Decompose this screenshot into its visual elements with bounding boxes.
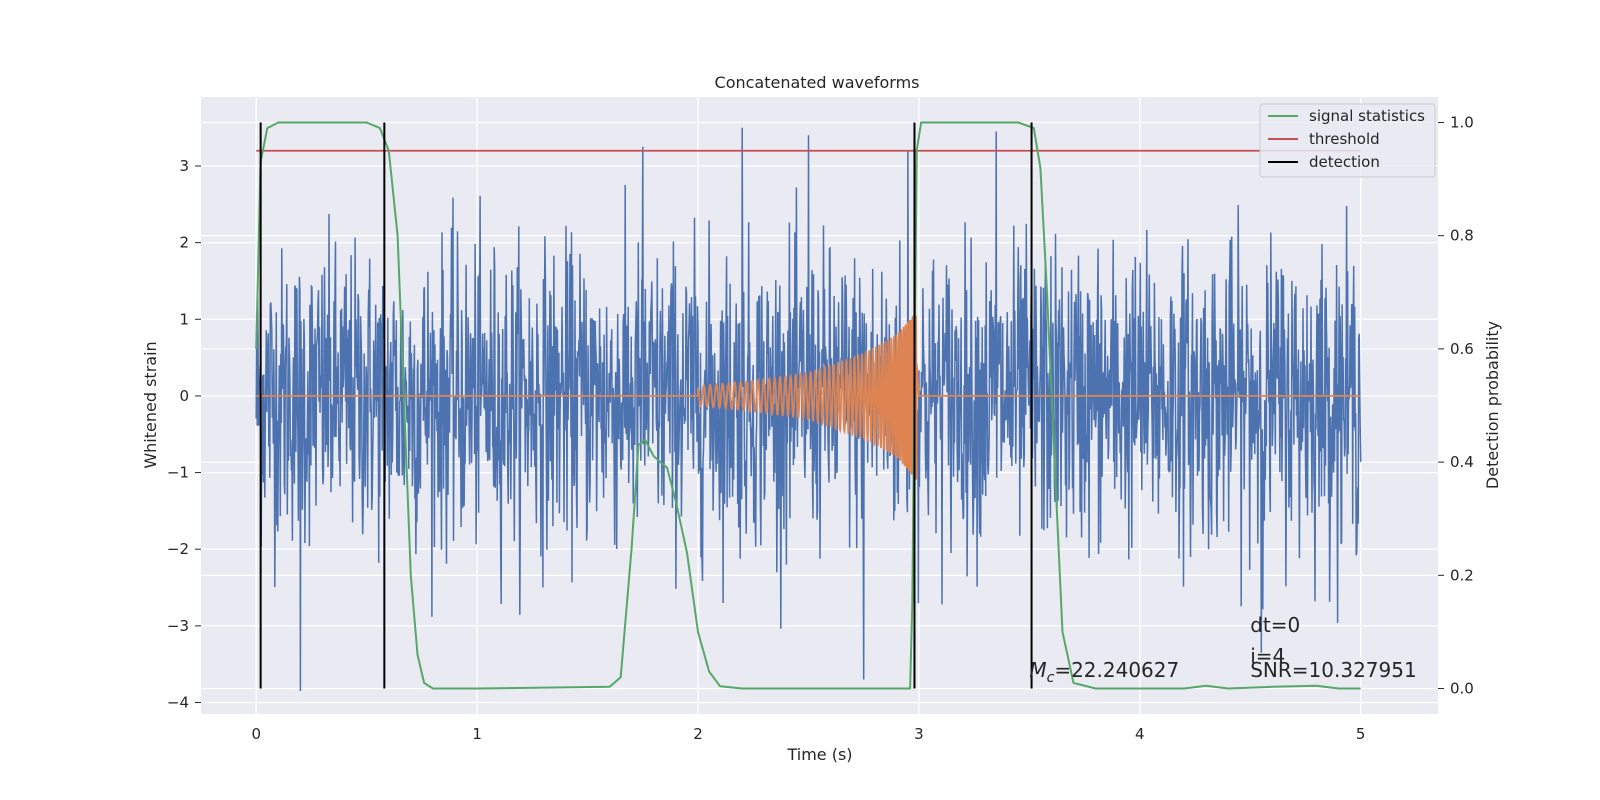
legend-box: [1259, 103, 1436, 178]
y-left-tick-label: 0: [179, 387, 189, 405]
y-left-tick-label: 3: [179, 157, 189, 175]
legend-label-signal-statistics: signal statistics: [1309, 107, 1425, 125]
plot-series: [255, 121, 1362, 692]
x-axis-label: Time (s): [786, 745, 852, 764]
y-left-tick-label: −4: [167, 694, 189, 712]
strain-series-line: [255, 127, 1362, 692]
y-left-tick-label: −1: [167, 464, 189, 482]
x-tick-label: 4: [1135, 725, 1145, 743]
y-left-tick-label: −2: [167, 540, 189, 558]
injected-waveform-line: [256, 314, 1361, 480]
y-axis-right-label: Detection probability: [1483, 321, 1502, 489]
x-tick-label: 0: [251, 725, 261, 743]
legend-label-threshold: threshold: [1309, 130, 1380, 148]
y-right-tick-label: 0.2: [1450, 566, 1474, 584]
annotation-text: Mc=22.240627: [1029, 658, 1179, 686]
detection-lines: [259, 122, 1033, 689]
y-left-tick-label: 2: [179, 234, 189, 252]
legend-label-detection: detection: [1309, 153, 1380, 171]
y-right-tick-label: 0.8: [1450, 227, 1474, 245]
x-tick-label: 1: [472, 725, 482, 743]
y-right-tick-label: 0.4: [1450, 453, 1474, 471]
signal-statistics-line: [255, 121, 1361, 690]
axis-ticks: 0 1 2 3 4 5 −4 −3 −2 −1 0 1 2 3 0.0 0.2 0.4 0.6 0.8 1.0: [167, 113, 1474, 743]
x-tick-label: 5: [1356, 725, 1366, 743]
y-right-tick-label: 0.6: [1450, 340, 1474, 358]
x-tick-label: 2: [693, 725, 703, 743]
x-tick-label: 3: [914, 725, 924, 743]
y-left-tick-label: 1: [179, 310, 189, 328]
annotation-text: i=4: [1250, 644, 1285, 668]
legend: signal statistics threshold detection: [1259, 103, 1436, 178]
chart-title: Concatenated waveforms: [715, 73, 920, 92]
annotation-text: SNR=10.327951: [1250, 658, 1416, 682]
annotation-text: dt=0: [1250, 613, 1300, 637]
y-axis-left-label: Whitened strain: [141, 341, 160, 468]
y-right-tick-label: 0.0: [1450, 680, 1474, 698]
y-left-tick-label: −3: [167, 617, 189, 635]
y-right-tick-label: 1.0: [1450, 113, 1474, 131]
